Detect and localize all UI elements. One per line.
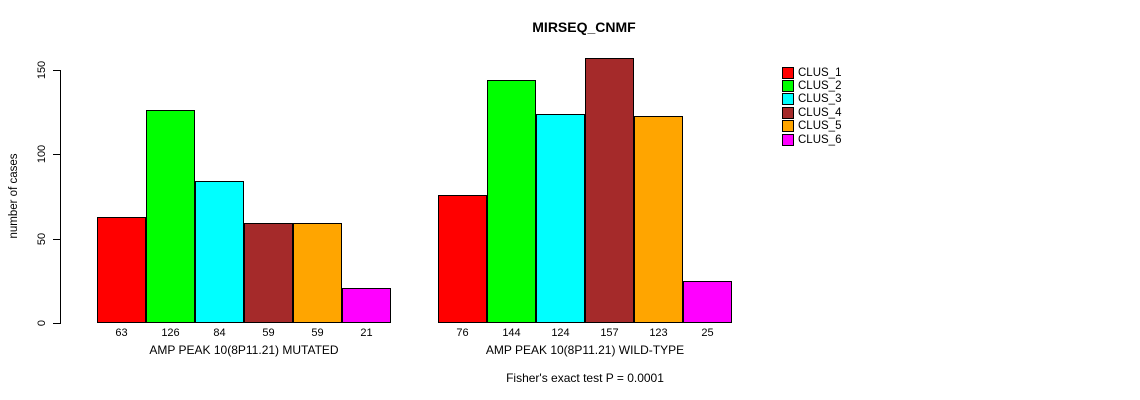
legend-swatch [782,93,794,106]
legend-swatch [782,80,794,93]
bar-clus_3 [195,181,244,323]
legend-item: CLUS_3 [782,93,841,106]
bar-value-label: 144 [502,327,521,339]
legend-swatch [782,66,794,79]
legend-item: CLUS_2 [782,79,842,93]
bar-value-label: 157 [600,327,619,339]
legend-label: CLUS_2 [798,80,842,93]
legend-swatch [782,133,794,146]
legend-swatch [782,106,794,119]
bar-value-label: 126 [161,327,180,339]
stat-annotation: Fisher's exact test P = 0.0001 [506,371,664,385]
bar-value-label: 84 [213,327,226,339]
legend: CLUS_1 CLUS_2 CLUS_3 CLUS_4 CLUS_5 CLUS_6 [782,66,841,146]
bar-clus_2 [146,110,195,323]
bar-value-label: 59 [311,327,324,339]
bar-clus_1 [438,195,487,323]
bar-clus_5 [293,223,342,323]
bar-value-label: 124 [551,327,570,339]
bar-clus_5 [634,116,683,323]
y-axis-tick [53,70,60,71]
y-axis-tick [53,238,60,240]
legend-item: CLUS_5 [782,120,841,133]
legend-item: CLUS_4 [782,106,841,119]
bar-value-label: 25 [701,327,714,339]
bar-clus_6 [342,288,391,323]
legend-item: CLUS_6 [782,133,841,146]
legend-label: CLUS_5 [798,120,842,133]
bar-value-label: 76 [456,327,469,339]
y-axis-tick [53,154,60,156]
y-axis-tick-label: 50 [36,232,48,245]
legend-swatch [782,120,794,133]
bar-clus_1 [97,217,146,323]
bar-value-label: 59 [262,327,275,339]
y-axis-line [60,70,61,324]
bar-clus_3 [536,114,585,323]
y-axis-tick-label: 0 [36,319,48,327]
legend-label: CLUS_6 [798,133,842,146]
legend-label: CLUS_3 [798,93,842,106]
bar-clus_6 [683,281,732,323]
legend-label: CLUS_1 [798,66,842,79]
y-axis-tick-label: 100 [36,145,48,164]
y-axis-tick [53,323,60,324]
bar-value-label: 123 [649,327,668,339]
x-axis-group-label: AMP PEAK 10(8P11.21) MUTATED [149,343,339,357]
bar-clus_4 [244,223,293,323]
bar-clus_2 [487,80,536,323]
y-axis-label: number of cases [8,153,20,239]
legend-item: CLUS_1 [782,66,841,79]
legend-label: CLUS_4 [798,106,842,119]
chart-title: MIRSEQ_CNMF [532,19,636,35]
bar-value-label: 21 [360,327,373,339]
bar-value-label: 63 [115,327,128,339]
x-axis-group-label: AMP PEAK 10(8P11.21) WILD-TYPE [485,343,685,357]
y-axis-tick-label: 150 [36,60,48,80]
bar-clus_4 [585,58,634,323]
